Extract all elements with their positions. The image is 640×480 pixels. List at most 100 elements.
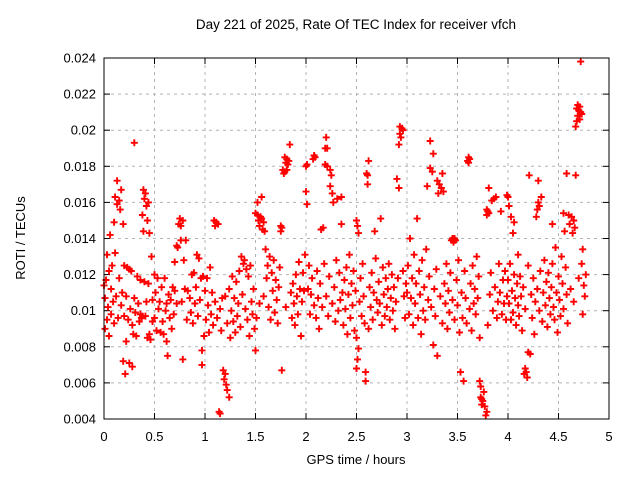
- data-point: [482, 411, 490, 419]
- data-point: [556, 296, 563, 304]
- data-point: [486, 291, 494, 298]
- data-point: [534, 177, 542, 185]
- data-point: [319, 224, 327, 232]
- x-tick-label: 3.5: [448, 429, 466, 444]
- data-point: [510, 218, 518, 226]
- data-point: [103, 316, 111, 324]
- data-point: [399, 267, 407, 275]
- data-point: [503, 292, 511, 300]
- data-point: [518, 327, 526, 335]
- data-point: [253, 314, 260, 322]
- data-point: [498, 310, 506, 318]
- data-point: [487, 269, 495, 277]
- data-point: [416, 291, 424, 298]
- data-point: [429, 341, 437, 349]
- data-point: [399, 126, 407, 134]
- data-point: [115, 197, 123, 205]
- data-point: [178, 298, 186, 306]
- data-point: [424, 296, 432, 304]
- data-point: [245, 332, 253, 340]
- data-point: [473, 253, 481, 261]
- data-point: [501, 267, 509, 275]
- data-point: [348, 280, 355, 288]
- data-point: [199, 272, 207, 280]
- y-tick-label: 0.014: [63, 231, 96, 246]
- data-point: [121, 370, 129, 378]
- data-point: [205, 328, 213, 336]
- data-point: [455, 256, 462, 264]
- data-point: [226, 334, 234, 342]
- data-point: [380, 291, 388, 298]
- data-point: [579, 310, 587, 318]
- data-point: [195, 254, 203, 262]
- data-point: [522, 368, 530, 376]
- data-point: [200, 332, 208, 340]
- data-point: [388, 271, 396, 279]
- data-point: [552, 244, 559, 251]
- data-point: [431, 312, 439, 320]
- data-point: [480, 388, 488, 396]
- data-point: [106, 231, 114, 239]
- data-point: [495, 260, 503, 268]
- data-point: [433, 352, 441, 360]
- data-point: [233, 312, 241, 320]
- data-point: [144, 198, 152, 206]
- data-point: [353, 217, 360, 224]
- data-point: [521, 305, 529, 313]
- data-point: [439, 188, 447, 196]
- data-point: [361, 319, 369, 327]
- data-point: [229, 318, 237, 325]
- data-point: [141, 189, 149, 197]
- data-point: [360, 292, 368, 300]
- data-point: [258, 193, 266, 201]
- data-point: [139, 227, 147, 235]
- data-point: [105, 267, 113, 275]
- data-point: [293, 292, 301, 300]
- data-point: [426, 137, 434, 145]
- data-point: [346, 314, 354, 322]
- data-point: [163, 337, 171, 345]
- data-point: [383, 303, 391, 311]
- data-point: [420, 283, 428, 291]
- data-point: [147, 336, 154, 344]
- data-point: [414, 314, 422, 322]
- data-point: [390, 283, 398, 291]
- data-point: [196, 296, 204, 304]
- data-point: [130, 139, 138, 147]
- data-point: [559, 280, 566, 288]
- data-point: [171, 258, 179, 266]
- data-point: [131, 309, 139, 316]
- data-point: [570, 298, 578, 306]
- x-tick-label: 3: [403, 429, 410, 444]
- data-point: [579, 245, 587, 253]
- data-point: [497, 207, 505, 215]
- data-point: [160, 330, 168, 338]
- data-point: [260, 218, 268, 226]
- data-point: [423, 182, 431, 190]
- data-point: [141, 312, 149, 320]
- y-tick-label: 0.01: [71, 303, 96, 318]
- data-point: [278, 224, 286, 232]
- data-point: [505, 300, 513, 307]
- data-point: [112, 292, 120, 300]
- data-point: [545, 294, 553, 302]
- data-point: [353, 334, 360, 342]
- data-point: [562, 263, 570, 271]
- data-point: [323, 144, 331, 152]
- data-point: [120, 312, 128, 320]
- data-point: [151, 314, 158, 322]
- data-point: [410, 251, 418, 259]
- data-point: [105, 332, 113, 340]
- data-point: [170, 310, 178, 318]
- data-point: [276, 263, 284, 271]
- data-point: [265, 303, 273, 311]
- data-point: [362, 368, 370, 376]
- data-point: [208, 289, 216, 297]
- x-tick-label: 1: [201, 429, 208, 444]
- data-point: [449, 296, 456, 304]
- data-point: [300, 287, 308, 295]
- data-point: [168, 325, 176, 333]
- data-point: [252, 346, 259, 354]
- data-point: [292, 271, 300, 279]
- data-point: [343, 330, 351, 338]
